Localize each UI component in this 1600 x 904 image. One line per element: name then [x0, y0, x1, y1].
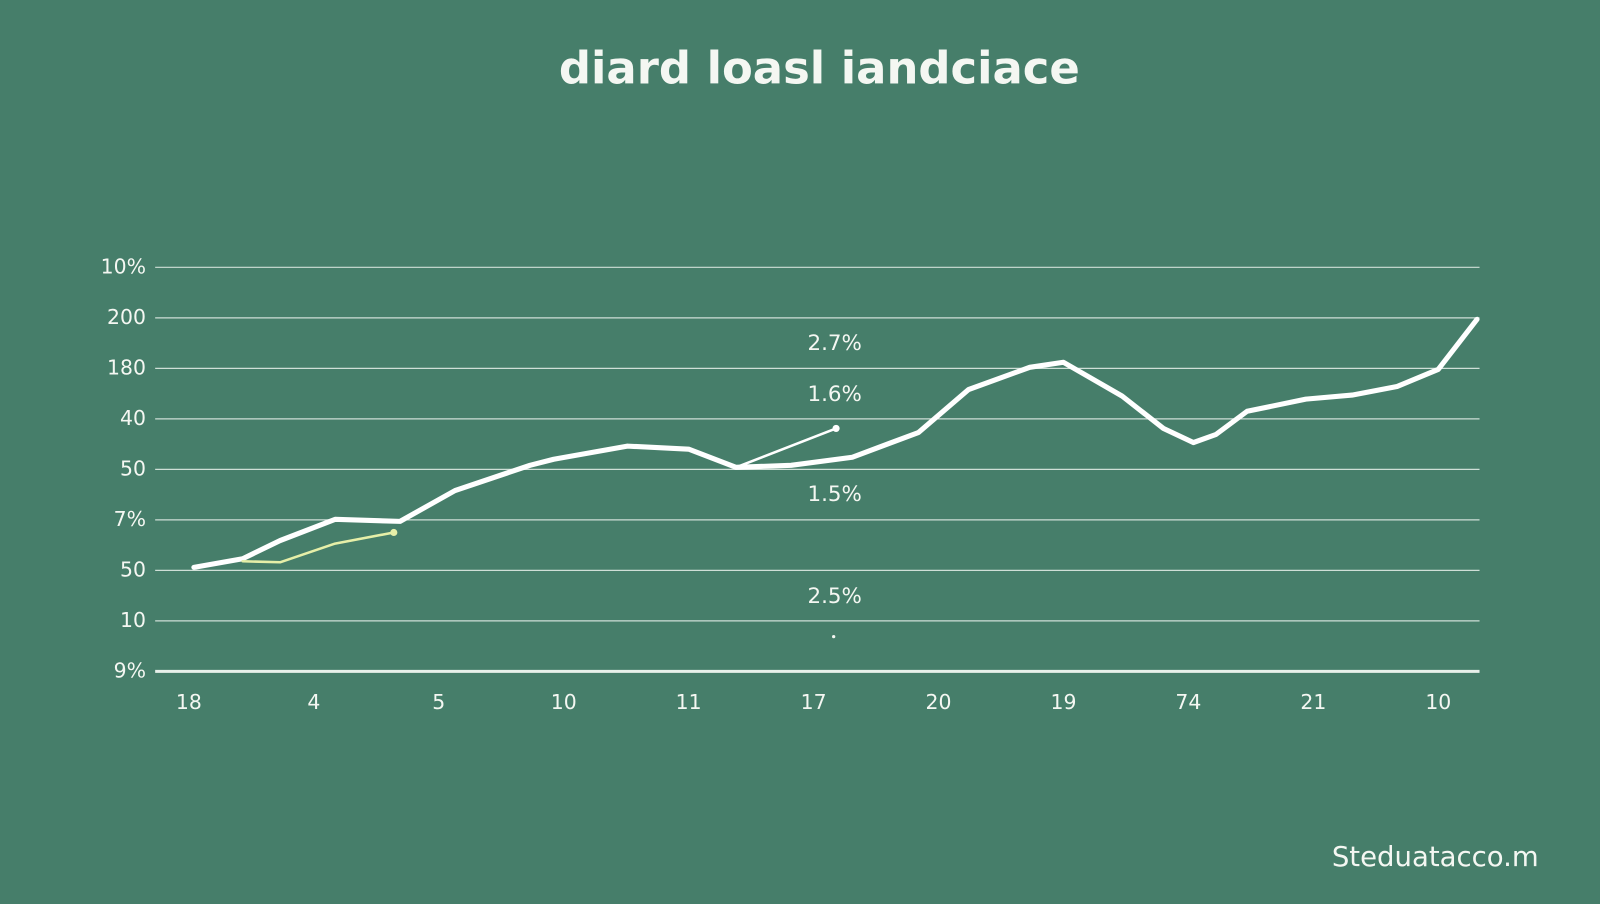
annotation-dot	[832, 635, 836, 639]
annotation: 2.5%	[807, 584, 861, 609]
annotation: 1.5%	[807, 482, 861, 507]
y-tick-label: 10	[120, 608, 146, 632]
x-tick-label: 17	[801, 690, 827, 714]
x-tick-label: 5	[432, 690, 445, 714]
x-tick-label: 21	[1300, 690, 1326, 714]
x-tick-label: 18	[176, 690, 202, 714]
y-tick-label: 200	[107, 305, 146, 329]
y-tick-label: 40	[120, 406, 146, 430]
x-tick-label: 19	[1051, 690, 1077, 714]
line-series	[734, 427, 838, 469]
x-tick-label: 74	[1175, 690, 1201, 714]
y-tick-label: 7%	[114, 507, 146, 531]
chart-title: diard loasl iandciace	[559, 41, 1080, 94]
x-tick-label: 4	[307, 690, 320, 714]
end-point	[832, 424, 840, 433]
annotation: 2.7%	[807, 331, 861, 356]
footer: Steduatacco.m	[1332, 841, 1539, 873]
line-series	[241, 531, 396, 564]
x-tick-label: 11	[676, 690, 702, 714]
y-tick-label: 180	[107, 355, 146, 379]
x-tick-label: 10	[1425, 690, 1451, 714]
line-series	[191, 316, 1480, 570]
annotation: 1.6%	[807, 382, 861, 407]
y-tick-label: 50	[120, 557, 146, 581]
y-tick-label: 50	[120, 456, 146, 480]
end-point	[390, 528, 398, 537]
y-tick-label: 9%	[114, 658, 146, 682]
y-tick-label: 10%	[101, 254, 146, 278]
x-tick-label: 20	[926, 690, 952, 714]
x-tick-label: 10	[551, 690, 577, 714]
